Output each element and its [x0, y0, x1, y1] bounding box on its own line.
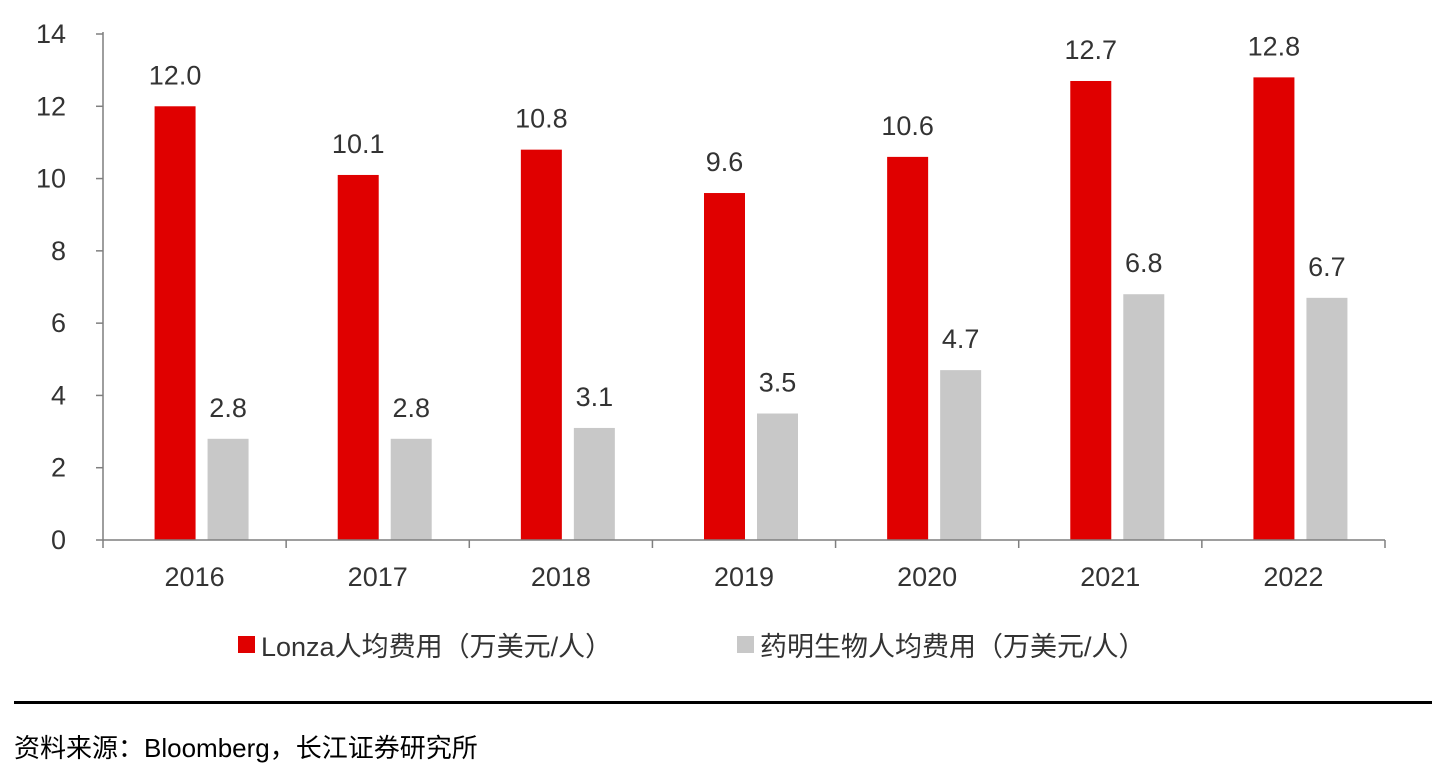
data-label-lonza: 9.6 [706, 147, 744, 177]
source-note: 资料来源：Bloomberg，长江证券研究所 [14, 733, 478, 763]
legend: Lonza人均费用（万美元/人） 药明生物人均费用（万美元/人） [0, 625, 1442, 665]
legend-item-lonza: Lonza人均费用（万美元/人） [238, 625, 612, 664]
bar-lonza [520, 149, 562, 540]
data-label-lonza: 10.1 [332, 129, 385, 159]
bar-wuxi [390, 438, 432, 540]
y-tick-label: 10 [36, 164, 66, 194]
bar-wuxi [940, 370, 982, 540]
bar-wuxi [757, 413, 798, 540]
y-tick-label: 8 [51, 236, 66, 266]
y-tick-label: 0 [51, 525, 66, 555]
bar-lonza [1070, 80, 1112, 540]
x-tick-label: 2016 [165, 562, 225, 592]
data-label-wuxi: 4.7 [942, 324, 980, 354]
y-tick-label: 4 [51, 380, 66, 410]
data-label-wuxi: 2.8 [209, 393, 247, 423]
data-label-wuxi: 3.1 [576, 382, 614, 412]
bar-wuxi [1123, 294, 1165, 540]
legend-swatch-wuxi [737, 636, 754, 653]
legend-label-wuxi: 药明生物人均费用（万美元/人） [760, 632, 1146, 662]
bar-wuxi [573, 427, 615, 540]
x-tick-label: 2021 [1080, 562, 1140, 592]
bar-wuxi [1306, 297, 1348, 540]
bar-lonza [1253, 77, 1295, 540]
x-tick-label: 2019 [714, 562, 774, 592]
data-label-lonza: 12.7 [1065, 35, 1118, 65]
bar-wuxi [207, 438, 249, 540]
bar-lonza [337, 174, 379, 540]
data-label-lonza: 10.8 [515, 104, 568, 134]
data-label-lonza: 12.8 [1248, 31, 1301, 61]
data-label-wuxi: 6.8 [1125, 248, 1163, 278]
x-tick-label: 2020 [897, 562, 957, 592]
data-label-wuxi: 6.7 [1308, 252, 1346, 282]
x-tick-label: 2017 [348, 562, 408, 592]
x-tick-label: 2018 [531, 562, 591, 592]
legend-label-lonza: Lonza人均费用（万美元/人） [261, 632, 613, 662]
data-label-lonza: 10.6 [881, 111, 934, 141]
data-label-wuxi: 3.5 [759, 368, 797, 398]
data-label-lonza: 12.0 [149, 60, 202, 90]
y-tick-label: 2 [51, 453, 66, 483]
data-label-wuxi: 2.8 [392, 393, 430, 423]
bar-lonza [154, 106, 196, 541]
legend-item-wuxi: 药明生物人均费用（万美元/人） [737, 625, 1146, 664]
divider-line [14, 701, 1432, 704]
y-tick-label: 14 [36, 19, 66, 49]
x-tick-label: 2022 [1263, 562, 1323, 592]
bar-lonza [704, 193, 745, 540]
bar-lonza [887, 156, 929, 540]
y-tick-label: 12 [36, 91, 66, 121]
legend-swatch-lonza [238, 636, 255, 653]
bar-chart: 0 2 4 6 8 10 12 14 12.0 2.8 2016 10.1 2.8 2017 10.8 3.1… [36, 19, 1386, 592]
y-tick-label: 6 [51, 308, 66, 338]
